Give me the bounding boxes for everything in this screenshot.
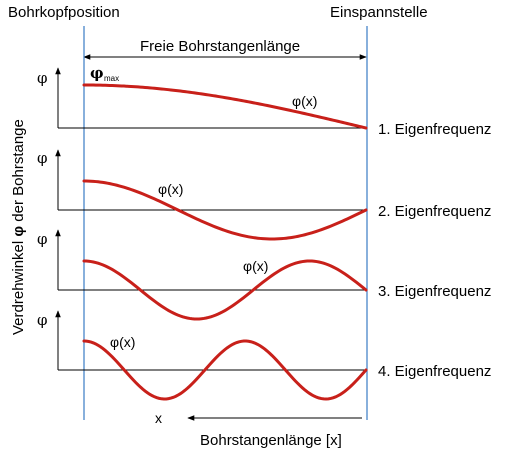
phi-max-symbol: φ xyxy=(90,64,104,82)
mode-2-frequency-label: 2. Eigenfrequenz xyxy=(378,203,491,220)
drill-head-position-label: Bohrkopfposition xyxy=(8,4,120,21)
phi-max-subscript: max xyxy=(104,74,119,83)
x-axis-label: Bohrstangenlänge [x] xyxy=(200,432,342,449)
mode-3-phi-symbol: φ xyxy=(37,230,48,248)
mode-panel-1: φ φ(x) 1. Eigenfrequenz xyxy=(37,67,491,138)
mode-1-frequency-label: 1. Eigenfrequenz xyxy=(378,121,491,138)
mode-4-curve-label: φ(x) xyxy=(110,334,135,350)
mode-3-curve xyxy=(82,259,368,321)
mode-2-phi-symbol: φ xyxy=(37,149,48,167)
x-small-label: x xyxy=(155,410,162,426)
mode-panels: φ φ(x) 1. Eigenfrequenz φ φ(x) 2. Eigenfreque… xyxy=(37,67,491,401)
mode-panel-4: φ φ(x) 4. Eigenfrequenz xyxy=(37,310,491,401)
mode-4-frequency-label: 4. Eigenfrequenz xyxy=(378,363,491,380)
mode-2-curve-label: φ(x) xyxy=(158,181,183,197)
free-span-label: Freie Bohrstangenlänge xyxy=(140,38,300,55)
clamping-point-label: Einspannstelle xyxy=(330,4,428,21)
mode-2-curve xyxy=(82,179,368,241)
mode-4-phi-symbol: φ xyxy=(37,311,48,329)
mode-1-phi-symbol: φ xyxy=(37,69,48,87)
mode-1-curve-label: φ(x) xyxy=(292,93,317,109)
mode-panel-3: φ φ(x) 3. Eigenfrequenz xyxy=(37,229,491,321)
mode-4-curve xyxy=(82,339,368,401)
y-axis-label: Verdrehwinkel φ der Bohrstange xyxy=(10,119,27,335)
mode-3-curve-label: φ(x) xyxy=(243,258,268,274)
mode-3-frequency-label: 3. Eigenfrequenz xyxy=(378,283,491,300)
mode-1-curve xyxy=(82,83,368,130)
mode-panel-2: φ φ(x) 2. Eigenfrequenz xyxy=(37,149,491,241)
